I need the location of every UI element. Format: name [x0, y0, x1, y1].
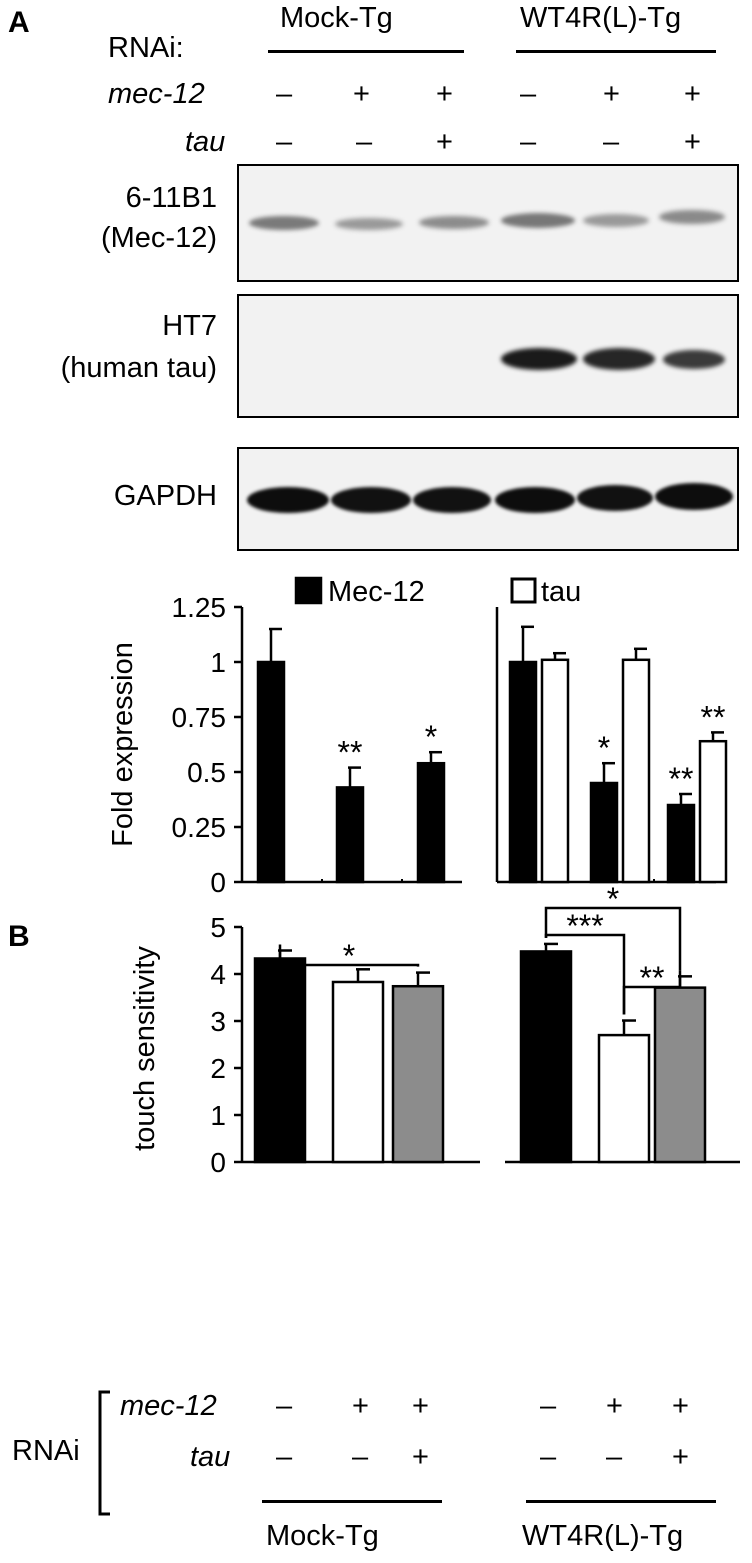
blot-label: 6-11B1 [125, 182, 217, 214]
bar [653, 986, 707, 1164]
panel-b-mec12-sign: + [352, 1390, 369, 1422]
blot-label: GAPDH [113, 480, 217, 512]
significance-label: ** [701, 699, 726, 735]
panel-b-wt-overline [526, 1500, 716, 1503]
y-tick-label: 2 [210, 1053, 226, 1084]
panel-a-mec12-sign: + [353, 78, 370, 110]
significance-label: ** [669, 761, 694, 797]
y-axis-label: touch sensitivity [129, 946, 161, 1151]
rnai-bracket [98, 1390, 110, 1516]
significance-label: * [425, 719, 437, 755]
bar [589, 781, 619, 884]
panel-b-mec12-row-label: mec-12 [120, 1390, 217, 1422]
blot-label: HT7 [162, 310, 217, 342]
panel-b-group-mock: Mock-Tg [266, 1520, 379, 1552]
significance-label: * [598, 730, 610, 766]
panel-a-mec12-sign: – [276, 78, 293, 110]
legend-label-mec12: Mec-12 [328, 576, 425, 608]
y-tick-label: 0.75 [172, 702, 227, 733]
panel-a-tau-sign: – [276, 126, 293, 158]
bar [391, 984, 445, 1164]
significance-label: * [607, 881, 619, 917]
bar [335, 786, 365, 884]
panel-b-rnai-label: RNAi [12, 1435, 80, 1467]
significance-bracket [544, 906, 682, 971]
panel-a-tau-sign: + [684, 126, 701, 158]
blot-label: (human tau) [60, 352, 217, 384]
panel-b-mec12-sign: + [672, 1390, 689, 1422]
y-axis-label: Fold expression [107, 642, 139, 847]
panel-a-mec12-sign: + [603, 78, 620, 110]
panel-b-tau-row-label: tau [190, 1441, 231, 1473]
panel-b-mec12-sign: – [540, 1390, 557, 1422]
legend-swatch-tau [510, 577, 537, 604]
y-tick-label: 4 [210, 959, 226, 990]
panel-a-mec12-sign: + [436, 78, 453, 110]
significance-label: * [343, 938, 355, 974]
western-blot-gapdh [237, 447, 739, 551]
panel-b-tau-sign: + [672, 1441, 689, 1473]
panel-a-mec12-sign: + [684, 78, 701, 110]
panel-b-group-wt: WT4R(L)-Tg [522, 1520, 684, 1552]
panel-a-mock-underline [268, 50, 464, 53]
panel-b-mec12-sign: + [606, 1390, 623, 1422]
bar [597, 1033, 651, 1164]
panel-a-mec12-sign: – [520, 78, 537, 110]
panel-a-tau-sign: – [603, 126, 620, 158]
bar [256, 660, 286, 884]
y-tick-label: 5 [210, 912, 226, 943]
panel-a-group-wt: WT4R(L)-Tg [520, 2, 682, 34]
panel-b-tau-sign: – [540, 1441, 557, 1473]
panel-b-tau-sign: – [352, 1441, 369, 1473]
panel-a-mec12-row-label: mec-12 [108, 78, 205, 110]
bar [416, 761, 446, 884]
panel-a-tau-sign: – [356, 126, 373, 158]
panel-a-tau-sign: + [436, 126, 453, 158]
bar [331, 980, 385, 1164]
blot-label: (Mec-12) [100, 222, 217, 254]
y-tick-label: 1 [210, 1100, 226, 1131]
panel-b-tau-sign: – [276, 1441, 293, 1473]
y-tick-label: 0 [210, 867, 226, 898]
panel-b-mec12-sign: – [276, 1390, 293, 1422]
panel-a-wt-underline [516, 50, 716, 53]
significance-label: *** [566, 908, 603, 944]
western-blot-ht7 [237, 294, 739, 418]
bar [698, 739, 728, 884]
bar [253, 957, 307, 1164]
panel-a-label: A [8, 6, 30, 39]
panel-b-mock-overline [262, 1500, 442, 1503]
significance-label: ** [640, 960, 665, 996]
panel-b-mec12-sign: + [412, 1390, 429, 1422]
western-blot-mec12 [237, 164, 739, 282]
significance-bracket [278, 944, 420, 967]
legend-label-tau: tau [541, 576, 581, 608]
legend-swatch-mec12 [294, 576, 323, 605]
bar [621, 658, 651, 884]
bar [540, 658, 570, 884]
y-tick-label: 0.5 [187, 757, 226, 788]
y-tick-label: 1 [210, 647, 226, 678]
significance-bracket [622, 970, 682, 1015]
panel-a-rnai-label: RNAi: [108, 32, 184, 64]
bar [508, 660, 538, 884]
significance-label: ** [338, 735, 363, 771]
panel-a-tau-sign: – [520, 126, 537, 158]
y-tick-label: 1.25 [172, 592, 227, 623]
panel-a-tau-row-label: tau [185, 126, 226, 158]
y-tick-label: 3 [210, 1006, 226, 1037]
fold-expression-chart: Fold expression 0 0.25 0.5 0.75 1 1.25 Mec-12 ta… [107, 576, 728, 898]
bar [519, 950, 573, 1164]
panel-b-tau-sign: – [606, 1441, 623, 1473]
y-tick-label: 0.25 [172, 812, 227, 843]
y-tick-label: 0 [210, 1147, 226, 1178]
bar [666, 803, 696, 884]
panel-a-group-mock: Mock-Tg [280, 2, 393, 34]
panel-b-label: B [8, 920, 30, 953]
panel-b-tau-sign: + [412, 1441, 429, 1473]
